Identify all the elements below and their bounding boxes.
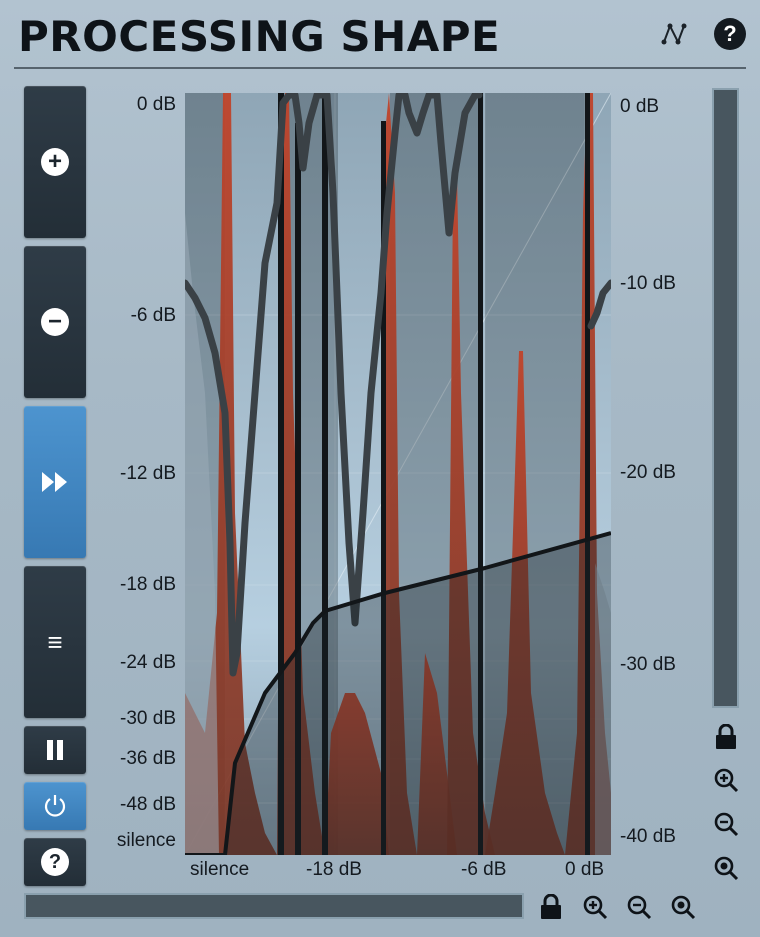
horizontal-zoom-out-button[interactable] bbox=[624, 892, 654, 922]
left-scale-7: -48 dB bbox=[120, 794, 176, 815]
menu-icon: ≡ bbox=[47, 626, 63, 657]
right-scale-4: -40 dB bbox=[620, 826, 676, 847]
shape-button[interactable] bbox=[654, 12, 694, 56]
right-scale-3: -30 dB bbox=[620, 654, 676, 675]
add-button[interactable]: + bbox=[24, 86, 86, 238]
left-scale-6: -36 dB bbox=[120, 748, 176, 769]
left-scale-4: -24 dB bbox=[120, 652, 176, 673]
power-button[interactable] bbox=[24, 782, 86, 830]
bottom-scale-3: 0 dB bbox=[565, 859, 605, 880]
menu-button[interactable]: ≡ bbox=[24, 566, 86, 718]
shape-icon bbox=[661, 23, 687, 45]
title-divider bbox=[14, 67, 746, 69]
minus-icon: − bbox=[41, 308, 69, 336]
bottom-scale-2: -6 dB bbox=[461, 859, 507, 880]
zoom-out-icon bbox=[714, 812, 739, 837]
fast-forward-icon bbox=[42, 472, 67, 492]
vertical-lock-button[interactable] bbox=[711, 722, 741, 752]
left-scale-8: silence bbox=[116, 830, 176, 851]
right-scale-1: -10 dB bbox=[620, 273, 676, 294]
pause-button[interactable] bbox=[24, 726, 86, 774]
left-scale-2: -12 dB bbox=[120, 463, 176, 484]
page-title: PROCESSING SHAPE bbox=[18, 12, 501, 61]
pause-icon bbox=[47, 740, 63, 760]
lock-icon bbox=[716, 724, 736, 749]
bottom-scale-0: silence bbox=[190, 859, 250, 880]
lock-icon bbox=[541, 894, 561, 919]
vertical-zoom-out-button[interactable] bbox=[711, 809, 741, 839]
horizontal-scale-scrollbar[interactable] bbox=[24, 893, 524, 919]
left-scale-5: -30 dB bbox=[120, 708, 176, 729]
vertical-zoom-in-button[interactable] bbox=[711, 765, 741, 795]
zoom-in-icon bbox=[583, 895, 608, 920]
help-icon: ? bbox=[714, 18, 746, 50]
left-scale-3: -18 dB bbox=[120, 574, 176, 595]
sidebar-help-button[interactable]: ? bbox=[24, 838, 86, 886]
remove-button[interactable]: − bbox=[24, 246, 86, 398]
vertical-scale-scrollbar[interactable] bbox=[712, 88, 739, 708]
horizontal-lock-button[interactable] bbox=[536, 892, 566, 922]
zoom-in-icon bbox=[714, 768, 739, 793]
processing-shape-graph[interactable] bbox=[185, 93, 611, 855]
plus-icon: + bbox=[41, 148, 69, 176]
horizontal-zoom-reset-button[interactable] bbox=[668, 892, 698, 922]
left-scale-0: 0 dB bbox=[136, 94, 176, 115]
vertical-zoom-reset-button[interactable] bbox=[711, 853, 741, 883]
zoom-out-icon bbox=[627, 895, 652, 920]
bottom-scale-1: -18 dB bbox=[306, 859, 362, 880]
power-icon bbox=[44, 795, 66, 817]
left-scale-1: -6 dB bbox=[130, 305, 176, 326]
right-scale-0: 0 dB bbox=[620, 96, 660, 117]
horizontal-zoom-in-button[interactable] bbox=[580, 892, 610, 922]
zoom-reset-icon bbox=[714, 856, 739, 881]
help-button[interactable]: ? bbox=[710, 12, 750, 56]
help-icon: ? bbox=[41, 848, 69, 876]
zoom-reset-icon bbox=[671, 895, 696, 920]
right-scale-2: -20 dB bbox=[620, 462, 676, 483]
fast-forward-button[interactable] bbox=[24, 406, 86, 558]
